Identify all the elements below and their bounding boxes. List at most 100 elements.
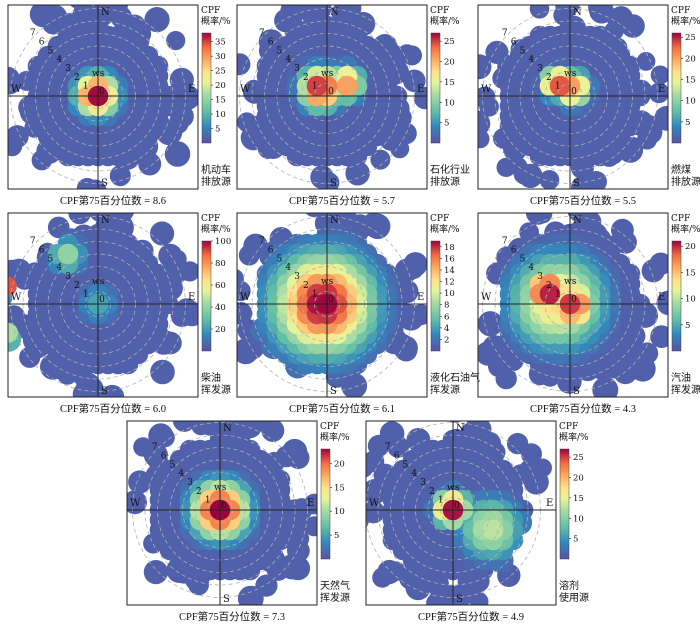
cpf-cell: [247, 115, 272, 140]
colorbar-tick-label: 4: [444, 324, 449, 334]
dir-s: S: [456, 594, 463, 605]
cpf-cell: [237, 269, 244, 289]
cpf-cell: [513, 163, 535, 185]
colorbar-tick-label: 30: [215, 52, 226, 62]
dir-w: W: [240, 292, 251, 303]
ring-label-2: 2: [429, 487, 435, 497]
cpf-cell: [413, 86, 427, 110]
colorbar-tick-label: 15: [444, 78, 455, 88]
colorbar-tick-label: 5: [573, 535, 578, 545]
ring-label-2: 2: [303, 281, 309, 291]
dir-n: N: [573, 215, 582, 226]
colorbar-title-1: CPF: [430, 214, 449, 224]
ring-label-0: 0: [221, 501, 227, 511]
cpf-cell: [216, 421, 238, 435]
colorbar-tick-label: 5: [444, 119, 449, 129]
cpf-cell: [110, 6, 132, 28]
dir-w: W: [481, 292, 492, 303]
cpf-cell: [138, 152, 162, 176]
ws-label: ws: [564, 277, 577, 287]
dir-s: S: [330, 386, 337, 397]
colorbar: [559, 448, 570, 560]
dir-w: W: [11, 292, 22, 303]
colorbar-tick-label: 2: [444, 335, 449, 345]
source-label-2: 排放源: [201, 175, 231, 188]
cpf-cell: [8, 322, 18, 343]
cpf-cell: [449, 584, 473, 605]
ring-label-1: 1: [555, 290, 561, 300]
dir-w: W: [481, 84, 492, 95]
panel-frame: [236, 4, 428, 190]
ring-label-2: 2: [196, 487, 202, 497]
cpf-cell: [410, 304, 427, 326]
ws-label: ws: [92, 69, 105, 79]
ring-label-4: 4: [411, 469, 417, 479]
ws-label: ws: [564, 69, 577, 79]
cpf-cell: [426, 592, 449, 605]
cpf-cell: [287, 539, 310, 562]
ring-label-4: 4: [178, 469, 184, 479]
cpf-cell: [611, 218, 634, 242]
cpf-cell: [650, 65, 668, 85]
colorbar-tick-label: 5: [685, 118, 690, 128]
colorbar-tick-label: 100: [215, 237, 231, 247]
ws-label: ws: [321, 277, 334, 287]
cpf-cell: [143, 560, 168, 585]
panel-2: 01234567wsNESWCPF概率/%510152025石化行业排放源CPF…: [236, 4, 470, 207]
ring-label-7: 7: [385, 443, 391, 453]
panel-3: 01234567wsNESWCPF概率/%510152025燃煤排放源CPF第7…: [477, 4, 700, 207]
cpf-cell: [366, 500, 385, 524]
colorbar-tick-label: 5: [334, 531, 339, 541]
colorbar-tick-label: 25: [215, 67, 226, 77]
ring-label-4: 4: [528, 263, 534, 273]
panel-frame: [7, 4, 199, 190]
panel-caption: CPF第75百分位数 = 8.6: [60, 194, 166, 207]
cpf-cell: [405, 574, 431, 601]
cpf-cell: [16, 70, 37, 91]
cpf-cell: [306, 5, 331, 22]
colorbar-title-2: 概率/%: [559, 431, 589, 443]
ring-label-6: 6: [511, 246, 517, 256]
cpf-cell: [22, 328, 47, 352]
colorbar-tick-label: 20: [573, 474, 584, 484]
cpf-cell: [403, 69, 426, 93]
cpf-cell: [372, 567, 393, 588]
cpf-cell: [128, 470, 152, 494]
cpf-cell: [191, 421, 211, 436]
cpf-cell: [632, 302, 659, 328]
ring-label-5: 5: [403, 460, 409, 470]
ring-label-5: 5: [48, 254, 54, 264]
colorbar-tick-label: 16: [444, 254, 455, 264]
colorbar-tick-label: 10: [444, 98, 455, 108]
source-label-1: 溶剂: [559, 579, 579, 592]
ring-label-3: 3: [294, 272, 300, 282]
colorbar-tick-label: 15: [685, 76, 696, 86]
ring-label-1: 1: [205, 496, 211, 506]
panel-frame: [7, 212, 199, 398]
colorbar-title-1: CPF: [201, 6, 220, 16]
cpf-cell: [402, 45, 422, 66]
colorbar-tick-label: 25: [685, 33, 696, 43]
colorbar-title-2: 概率/%: [430, 223, 460, 235]
panel-caption: CPF第75百分位数 = 7.3: [179, 610, 285, 623]
cpf-cell: [496, 157, 516, 177]
dir-n: N: [223, 423, 232, 434]
cpf-cell: [379, 421, 405, 446]
ring-label-2: 2: [74, 73, 80, 83]
cpf-cell: [529, 5, 550, 19]
source-label-1: 机动车: [201, 163, 231, 176]
cpf-cell: [621, 324, 646, 348]
cpf-cell: [8, 136, 23, 157]
cpf-cell: [366, 511, 370, 529]
cpf-cell: [24, 117, 45, 138]
cpf-cell: [383, 44, 405, 66]
cpf-cell: [525, 213, 551, 225]
cpf-cell: [600, 141, 625, 165]
colorbar-tick-label: 60: [215, 281, 226, 291]
colorbar-title-2: 概率/%: [201, 15, 231, 27]
colorbar: [671, 240, 682, 352]
